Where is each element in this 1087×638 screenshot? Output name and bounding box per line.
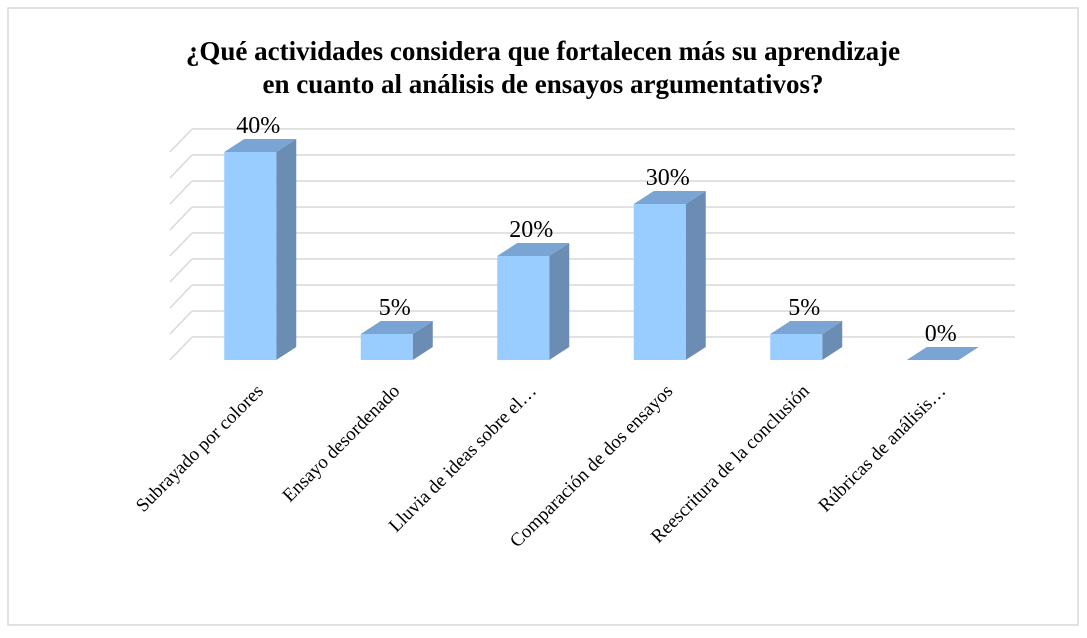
grid-line — [169, 258, 193, 283]
value-label: 30% — [646, 165, 690, 191]
grid-line — [169, 180, 193, 205]
bar-top — [770, 321, 843, 334]
grid-line — [169, 232, 193, 257]
value-label: 5% — [379, 295, 411, 321]
value-label: 20% — [509, 217, 553, 243]
value-label: 40% — [236, 113, 280, 139]
bar-top — [224, 139, 297, 152]
bar-top — [906, 347, 979, 360]
bar-side — [276, 139, 297, 360]
grid-line — [169, 128, 193, 153]
bar-side — [685, 191, 706, 360]
grid-line — [169, 284, 193, 309]
bar-top — [360, 321, 433, 334]
bar-top — [633, 191, 706, 204]
bar — [633, 204, 686, 360]
value-label: 5% — [788, 295, 820, 321]
bar — [770, 334, 823, 360]
bar — [497, 256, 550, 360]
bar-side — [549, 243, 570, 360]
value-label: 0% — [925, 321, 957, 347]
chart-title: ¿Qué actividades considera que fortalece… — [186, 36, 900, 66]
grid-line — [169, 154, 193, 179]
chart-title: en cuanto al análisis de ensayos argumen… — [262, 69, 823, 99]
bar — [224, 152, 277, 360]
bar-top — [497, 243, 570, 256]
grid-line — [169, 206, 193, 231]
grid-line — [169, 336, 193, 361]
bar — [360, 334, 413, 360]
grid-line — [169, 310, 193, 335]
